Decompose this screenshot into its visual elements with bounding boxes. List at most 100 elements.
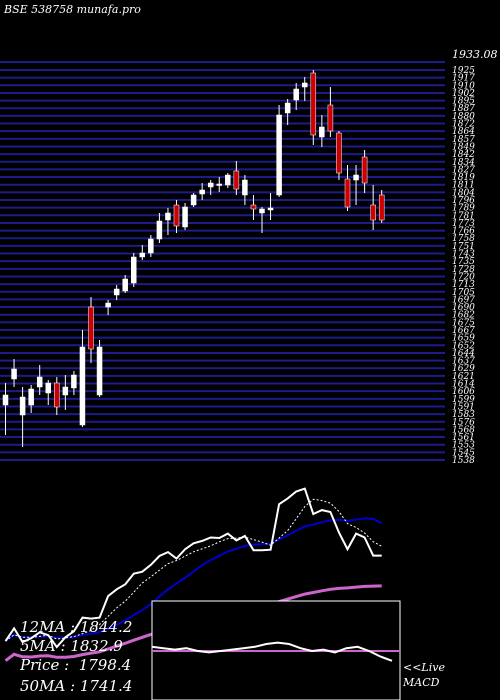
tick-label: 1917	[452, 74, 475, 84]
candle-up	[122, 278, 128, 292]
candle-down	[327, 104, 334, 132]
macd-panel	[151, 600, 401, 700]
tick-label: 1766	[452, 227, 475, 237]
tick-label: 1599	[452, 395, 475, 405]
tick-label: 1568	[452, 425, 475, 435]
candle-up	[139, 252, 146, 258]
tick-label: 1675	[452, 318, 475, 328]
candle-up	[19, 396, 26, 416]
tick-label: 1591	[452, 402, 475, 412]
candle-down	[344, 178, 351, 208]
stock-code: 538758	[31, 3, 74, 16]
tick-label: 1849	[452, 142, 475, 152]
tick-label: 1553	[452, 441, 475, 451]
tick-label: 1705	[452, 288, 475, 298]
exchange-label: BSE	[4, 3, 28, 16]
tick-label: 1614	[452, 380, 475, 390]
tick-label: 1652	[452, 341, 475, 351]
tick-label: 1720	[452, 272, 475, 282]
candle-up	[113, 288, 120, 296]
tick-label: 1804	[452, 188, 475, 198]
tick-label: 1690	[452, 303, 475, 313]
tick-label: 1834	[452, 158, 475, 168]
candle-down	[54, 382, 60, 408]
candlesticks	[2, 70, 385, 447]
candle-up	[156, 220, 163, 240]
candle-up	[267, 207, 274, 211]
tick-label: 1864	[452, 127, 475, 137]
macd-label-live: <<Live	[403, 661, 445, 674]
tick-label: 1880	[452, 112, 475, 122]
tick-label: 1842	[452, 150, 475, 160]
candle-up	[242, 179, 248, 196]
tick-label: 1773	[452, 219, 475, 229]
candle-up	[284, 102, 291, 114]
candle-up	[79, 346, 86, 426]
candle-up	[62, 386, 69, 396]
candle-up	[45, 382, 51, 394]
candle-up	[105, 302, 111, 308]
tick-label: 1796	[452, 196, 475, 206]
chart-title: BSE 538758 munafa.pro	[4, 3, 141, 16]
tick-label: 1606	[452, 387, 475, 397]
candle-down	[310, 72, 317, 136]
candle-up	[276, 114, 282, 196]
price-tick-labels: 1933.08192519171910190218951887188018721…	[452, 48, 498, 466]
tick-label: 1561	[452, 433, 475, 443]
tick-label: 1811	[452, 181, 475, 191]
tick-label: 1758	[452, 234, 475, 244]
tick-label: 1743	[452, 250, 475, 260]
tick-label: 1925	[452, 66, 475, 76]
tick-label: 1697	[452, 295, 475, 305]
stat-12ma: 12MA : 1844.2	[20, 618, 133, 636]
candle-down	[88, 306, 94, 350]
candle-up	[353, 174, 359, 181]
price-line	[4, 487, 382, 649]
tick-label-top: 1933.08	[452, 48, 498, 61]
tick-label: 1576	[452, 418, 475, 428]
candle-up	[216, 183, 222, 186]
candle-down	[233, 170, 240, 190]
tick-label: 1872	[452, 120, 475, 130]
candle-up	[199, 189, 205, 195]
macd-line	[151, 641, 393, 662]
tick-label: 1910	[452, 81, 475, 91]
tick-label: 1902	[452, 89, 475, 99]
candle-up	[36, 376, 43, 388]
candle-up	[302, 82, 308, 88]
candle-up	[319, 126, 325, 138]
candle-up	[11, 368, 17, 380]
candle-up	[190, 194, 197, 206]
tick-label: 1644	[452, 349, 475, 359]
stat-50ma: 50MA : 1741.4	[20, 677, 133, 695]
tick-label: 1728	[452, 265, 475, 275]
tick-label: 1735	[452, 257, 475, 267]
tick-label: 1637	[452, 357, 475, 367]
tick-label: 1713	[452, 280, 475, 290]
candle-up	[2, 394, 9, 406]
stat-5ma: 5MA : 1832.9	[20, 637, 123, 655]
macd-label-name: MACD	[403, 676, 440, 689]
ma5-line	[5, 498, 382, 642]
candle-up	[148, 238, 154, 254]
tick-label: 1781	[452, 211, 475, 221]
candle-up	[131, 256, 137, 284]
tick-label: 1583	[452, 410, 475, 420]
candle-down	[250, 204, 257, 210]
tick-label: 1887	[452, 104, 475, 114]
tick-label: 1751	[452, 242, 475, 252]
tick-label: 1895	[452, 97, 475, 107]
tick-label: 1629	[452, 364, 475, 374]
tick-label: 1682	[452, 311, 475, 321]
candle-up	[207, 182, 214, 188]
ma12-line	[4, 517, 383, 642]
tick-label: 1819	[452, 173, 475, 183]
candle-up	[259, 208, 265, 214]
candle-down	[378, 194, 385, 221]
tick-label: 1827	[452, 165, 475, 175]
tick-label: 1789	[452, 204, 475, 214]
tick-label: 1538	[452, 456, 475, 466]
tick-label: 1621	[452, 372, 475, 382]
candle-down	[370, 204, 376, 221]
